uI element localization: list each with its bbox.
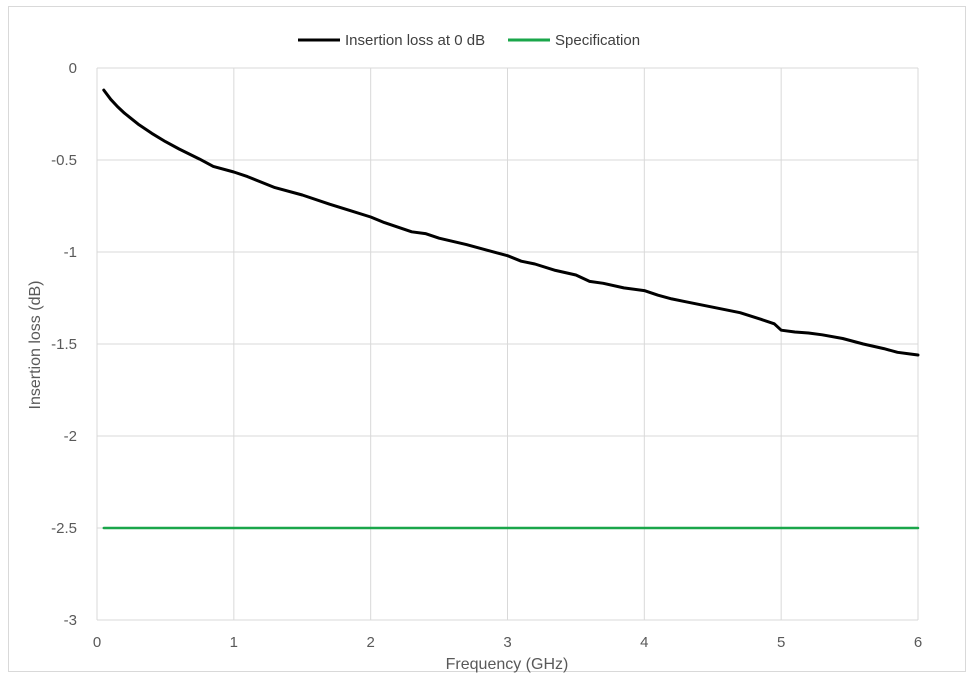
x-tick-label: 0 — [93, 634, 101, 651]
grid-layer — [96, 67, 919, 621]
series-layer — [102, 88, 920, 530]
x-axis-title: Frequency (GHz) — [446, 656, 569, 673]
x-tick-label: 3 — [503, 634, 511, 651]
legend-label-specification: Specification — [555, 32, 640, 49]
legend-label-insertion-loss: Insertion loss at 0 dB — [345, 32, 485, 49]
legend: Insertion loss at 0 dB Specification — [298, 32, 640, 49]
y-tick-label: -1.5 — [51, 336, 77, 353]
y-tick-label: 0 — [69, 60, 77, 77]
y-axis-title: Insertion loss (dB) — [27, 281, 44, 410]
y-tick-label: -2.5 — [51, 520, 77, 537]
x-tick-label: 6 — [914, 634, 922, 651]
y-tick-label: -2 — [64, 428, 77, 445]
x-tick-label: 4 — [640, 634, 648, 651]
series-line-insertion-loss — [102, 88, 920, 357]
y-tick-label: -3 — [64, 612, 77, 629]
x-tick-label: 2 — [366, 634, 374, 651]
tick-layer: 0 -0.5 -1 -1.5 -2 -2.5 -3 0 1 2 3 4 5 6 — [51, 60, 922, 651]
chart-frame — [8, 6, 966, 672]
x-tick-label: 1 — [230, 634, 238, 651]
y-tick-label: -1 — [64, 244, 77, 261]
x-tick-label: 5 — [777, 634, 785, 651]
y-tick-label: -0.5 — [51, 152, 77, 169]
